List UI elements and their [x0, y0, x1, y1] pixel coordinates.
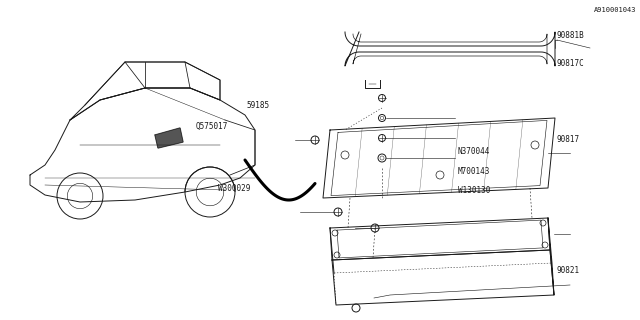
Text: 90817C: 90817C: [557, 60, 584, 68]
Text: 90881B: 90881B: [557, 31, 584, 40]
Text: Q575017: Q575017: [195, 122, 228, 131]
Text: M700143: M700143: [458, 167, 490, 176]
Polygon shape: [155, 128, 183, 148]
Text: W130130: W130130: [458, 186, 490, 195]
Text: 90817: 90817: [557, 135, 580, 144]
Text: W300029: W300029: [218, 184, 250, 193]
Text: 90821: 90821: [557, 266, 580, 275]
Text: N370044: N370044: [458, 148, 490, 156]
Text: A910001043: A910001043: [595, 7, 637, 12]
Text: 59185: 59185: [246, 101, 269, 110]
